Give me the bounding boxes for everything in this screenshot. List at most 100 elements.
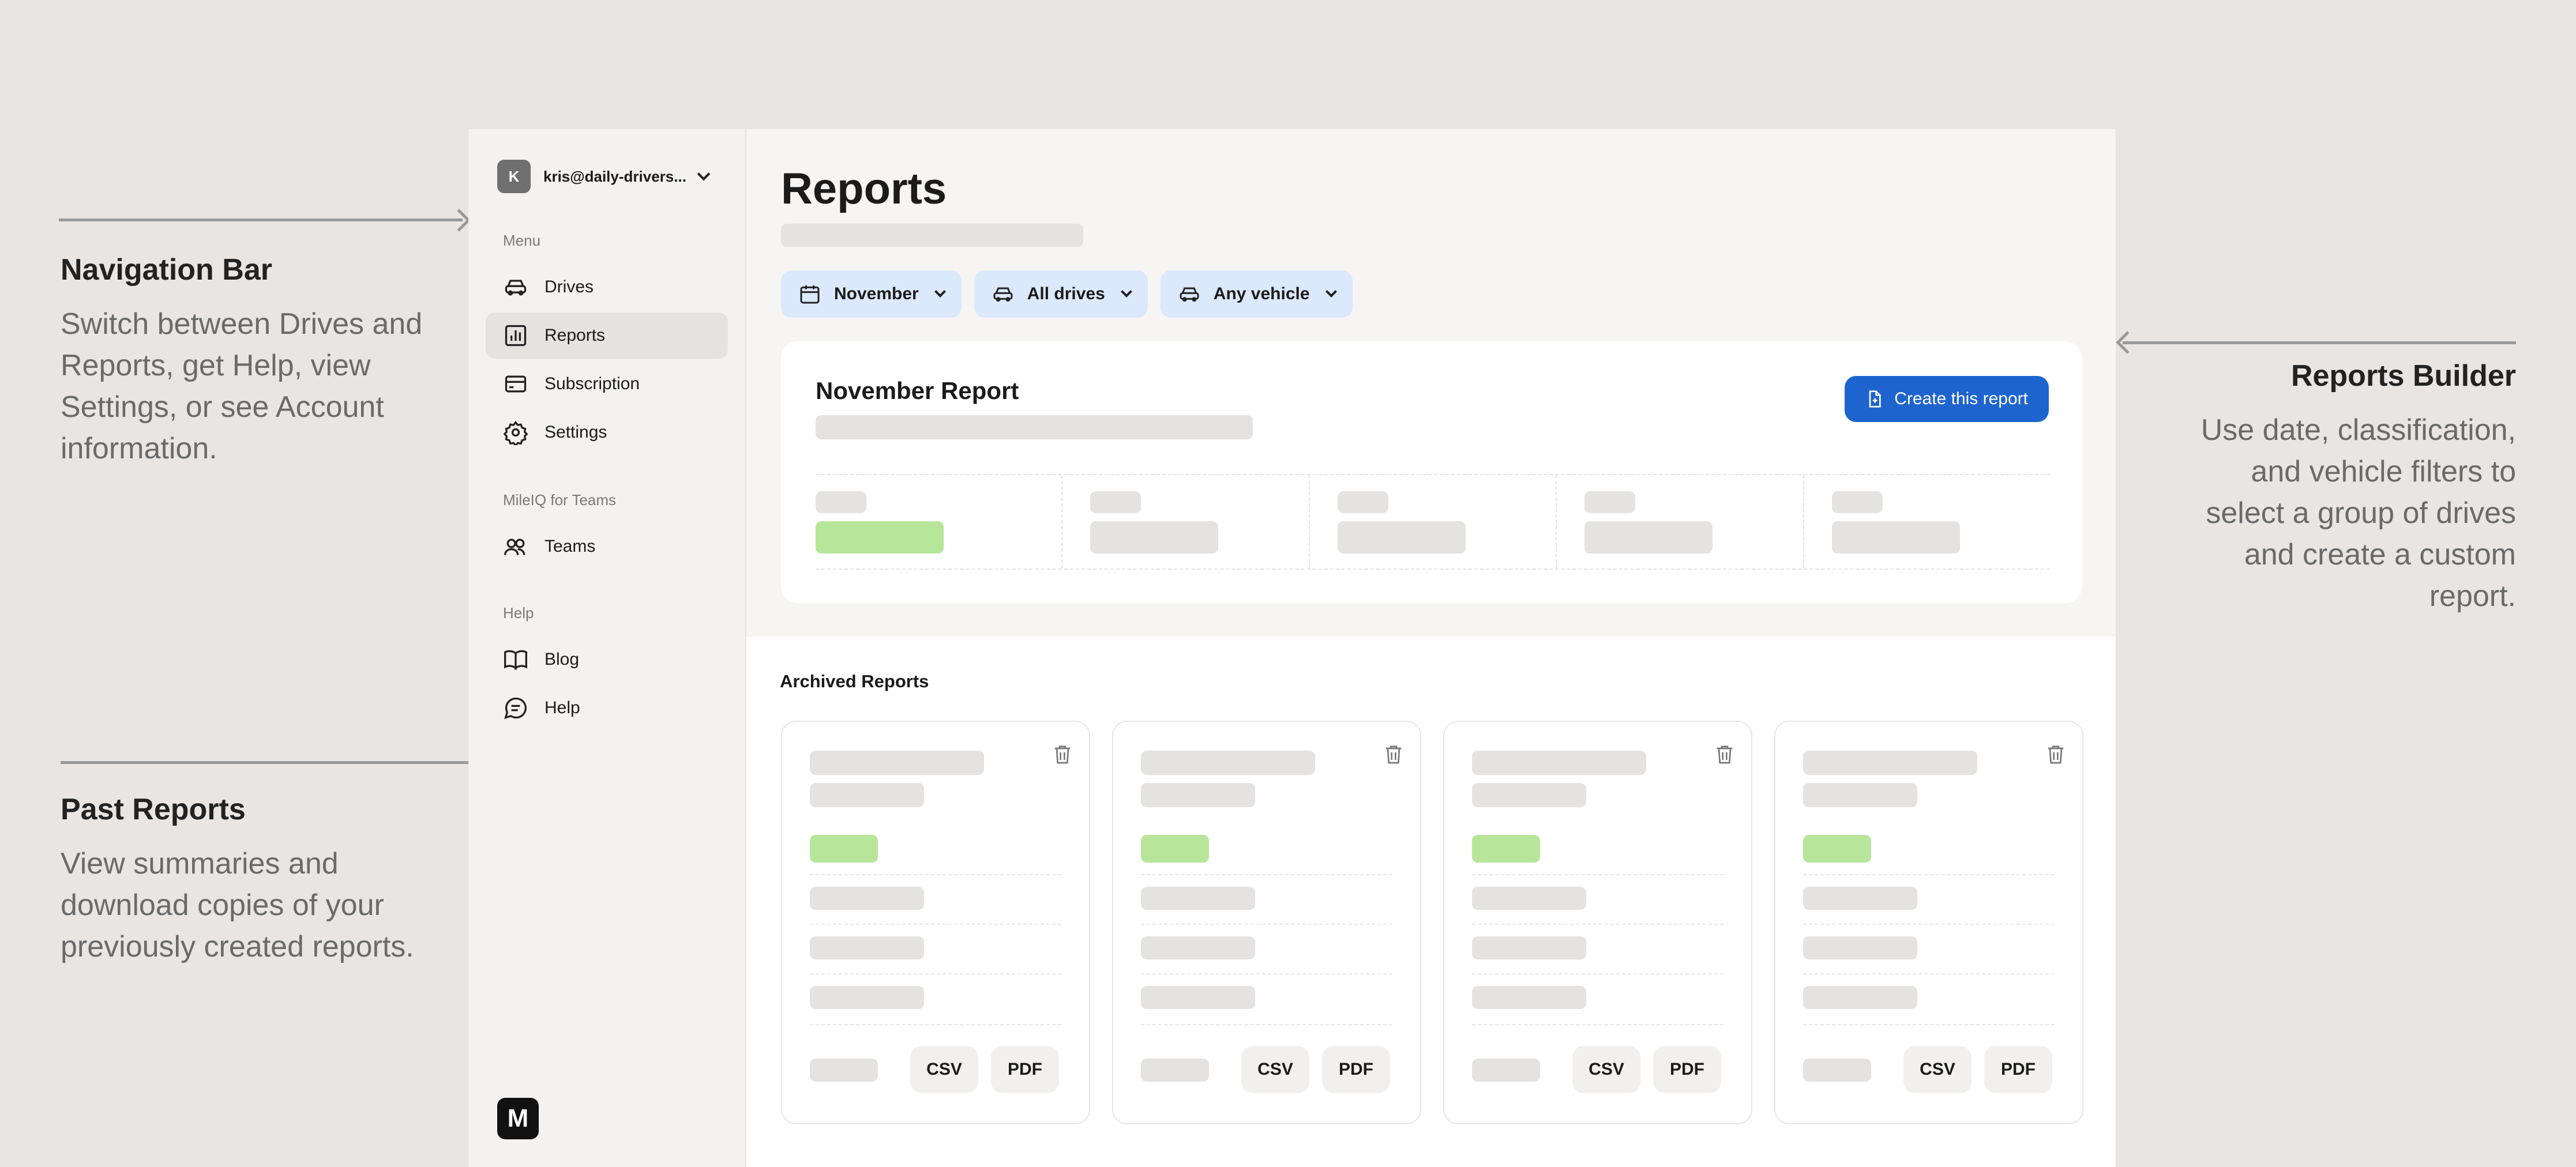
placeholder-subtitle [781,224,1083,247]
placeholder-row [1472,936,1586,959]
divider [1141,924,1392,925]
sidebar-item-reports[interactable]: Reports [486,313,728,359]
sidebar-item-teams[interactable]: Teams [486,524,728,570]
placeholder-amount [1141,835,1209,863]
people-icon [503,534,528,559]
annotation-past-reports: Past Reports View summaries and download… [61,792,430,968]
placeholder-stat-label [816,491,866,513]
divider [810,924,1061,925]
csv-download-button[interactable]: CSV [1241,1046,1309,1093]
date-filter-label: November [834,284,919,303]
divider [1472,924,1723,925]
stat-cell [816,475,1061,569]
placeholder-stat-value [1090,521,1219,554]
account-menu[interactable]: K kris@daily-drivers... [497,159,711,194]
pdf-download-button[interactable]: PDF [1322,1046,1390,1093]
placeholder-stat-value [816,521,944,554]
sidebar-item-drives[interactable]: Drives [486,264,728,310]
archived-reports-title: Archived Reports [780,671,929,691]
divider [1803,1024,2055,1025]
divider [1472,973,1723,974]
placeholder-subtitle [1141,783,1255,807]
placeholder-row [1472,887,1586,910]
annotation-title: Reports Builder [2290,359,2516,393]
placeholder-stat-value [1584,521,1713,554]
create-report-button[interactable]: Create this report [1845,376,2049,422]
calendar-icon [798,283,821,306]
app-logo[interactable]: M [497,1098,539,1139]
annotation-title: Past Reports [61,793,246,826]
app-window: K kris@daily-drivers... Menu Drives Repo… [468,129,2116,1167]
placeholder-date [810,1059,878,1082]
csv-download-button[interactable]: CSV [910,1046,978,1093]
placeholder-row [1141,936,1255,959]
trash-icon[interactable] [1382,741,1405,767]
sidebar-item-blog[interactable]: Blog [486,637,728,683]
classification-filter[interactable]: All drives [974,270,1148,318]
section-label-teams: MileIQ for Teams [503,491,617,509]
csv-download-button[interactable]: CSV [1572,1046,1640,1093]
placeholder-title [810,751,984,775]
placeholder-row [1141,986,1255,1009]
chevron-down-icon [934,286,946,298]
placeholder-date [1803,1059,1871,1082]
divider [1803,924,2055,925]
pdf-download-button[interactable]: PDF [1653,1046,1721,1093]
placeholder-title [1472,751,1646,775]
csv-download-button[interactable]: CSV [1903,1046,1972,1093]
archived-report-card: CSV PDF [1112,721,1421,1124]
placeholder-stat-label [1337,491,1388,513]
sidebar-item-settings[interactable]: Settings [486,409,728,455]
trash-icon[interactable] [1713,741,1736,767]
create-report-label: Create this report [1894,389,2028,408]
placeholder-report-subtitle [816,415,1253,439]
classification-filter-label: All drives [1027,284,1105,303]
annotation-description: Use date, classification, and vehicle fi… [2201,413,2516,613]
placeholder-row [810,986,924,1009]
sidebar-item-label: Help [545,698,580,717]
placeholder-stat-label [1831,491,1883,513]
date-filter[interactable]: November [781,270,962,318]
divider [1141,874,1392,875]
page-title: Reports [781,164,947,213]
pdf-download-button[interactable]: PDF [1984,1046,2052,1093]
stat-cell [1308,475,1556,569]
trash-icon[interactable] [1051,741,1074,767]
sidebar-item-label: Teams [545,537,596,556]
sidebar-item-label: Subscription [545,374,640,393]
trash-icon[interactable] [2044,741,2067,767]
annotation-description: Switch between Drives and Reports, get H… [61,307,423,465]
chevron-down-icon [697,167,711,181]
gear-icon [503,420,528,445]
annotation-navigation-bar: Navigation Bar Switch between Drives and… [61,253,430,469]
sidebar-item-label: Settings [545,423,607,442]
divider [1141,1024,1392,1025]
placeholder-amount [1472,835,1540,863]
placeholder-stat-label [1090,491,1141,513]
report-stats [816,474,2050,570]
vehicle-filter-label: Any vehicle [1213,284,1310,303]
sidebar-item-subscription[interactable]: Subscription [486,361,728,407]
placeholder-title [1803,751,1977,775]
divider [1472,1024,1723,1025]
sidebar: K kris@daily-drivers... Menu Drives Repo… [468,129,746,1167]
placeholder-row [1803,887,1917,910]
divider [810,874,1061,875]
section-label-help: Help [503,604,534,622]
archived-reports-section: Archived Reports CSV PDF [746,637,2116,1167]
placeholder-stat-value [1831,521,1960,554]
report-title: November Report [816,377,1019,404]
chat-icon [503,695,528,721]
annotation-reports-builder: Reports Builder Use date, classification… [2169,359,2516,617]
divider [810,973,1061,974]
avatar: K [497,160,531,193]
placeholder-subtitle [810,783,924,807]
vehicle-filter[interactable]: Any vehicle [1160,270,1353,318]
sidebar-item-label: Drives [545,277,594,296]
sidebar-item-help[interactable]: Help [486,685,728,731]
stat-cell [1803,475,2050,569]
archived-report-card: CSV PDF [1774,721,2083,1124]
placeholder-title [1141,751,1315,775]
pdf-download-button[interactable]: PDF [991,1046,1059,1093]
stat-cell [1061,475,1308,569]
